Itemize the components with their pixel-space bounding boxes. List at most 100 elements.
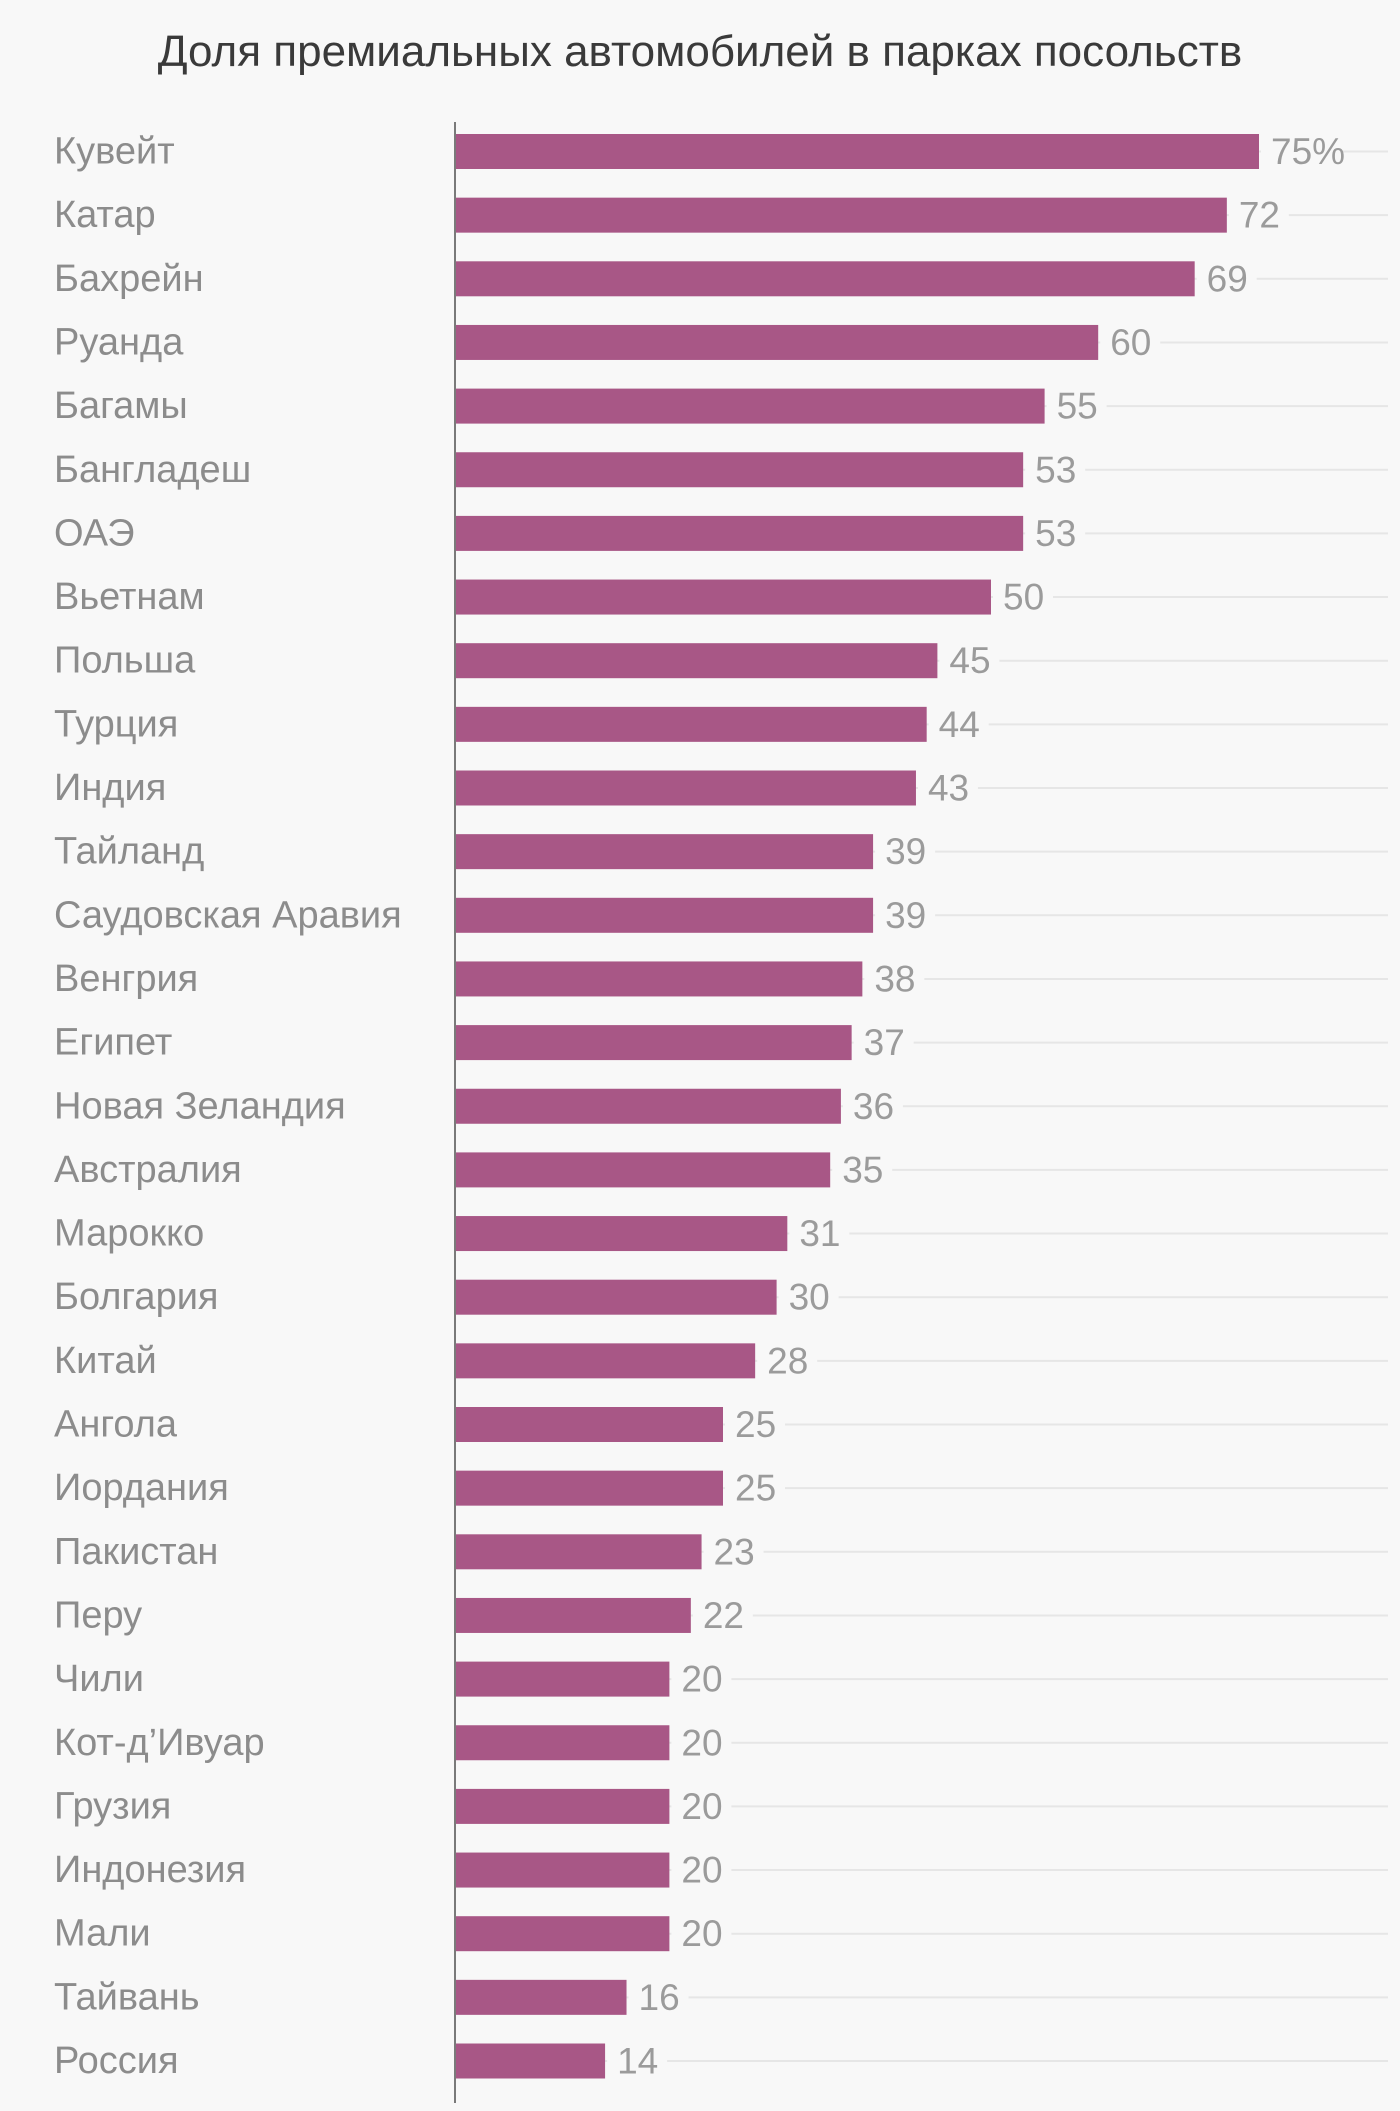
value-label: 38 <box>874 958 915 999</box>
chart-title: Доля премиальных автомобилей в парках по… <box>158 27 1243 76</box>
value-label: 50 <box>1003 577 1044 618</box>
value-label: 37 <box>864 1022 905 1063</box>
category-label: Турция <box>54 703 178 745</box>
value-label: 28 <box>767 1340 808 1381</box>
value-label: 75% <box>1271 131 1345 172</box>
value-label-background <box>671 1866 732 1875</box>
bar <box>455 1788 670 1824</box>
bar <box>455 1534 702 1570</box>
value-label: 69 <box>1207 258 1248 299</box>
value-label-background <box>1261 147 1342 156</box>
value-label-background <box>671 1929 732 1938</box>
value-label-background <box>832 1165 893 1174</box>
bar <box>455 1916 670 1952</box>
bar <box>455 388 1045 424</box>
category-label: Пакистан <box>54 1531 218 1573</box>
value-label-background <box>671 1675 732 1684</box>
category-label: Мали <box>54 1913 151 1955</box>
category-label: Перу <box>54 1594 142 1636</box>
bar <box>455 134 1259 169</box>
category-label: Руанда <box>54 321 184 363</box>
value-label: 25 <box>735 1404 776 1445</box>
category-label: Саудовская Аравия <box>54 894 402 936</box>
value-label-background <box>1228 211 1289 220</box>
value-label: 22 <box>703 1595 744 1636</box>
category-label: Марокко <box>54 1213 204 1255</box>
value-label: 53 <box>1035 449 1076 490</box>
value-label-background <box>757 1356 818 1365</box>
category-label: Кот-д’Ивуар <box>54 1722 265 1764</box>
bar <box>455 1470 723 1506</box>
value-label-background <box>692 1611 753 1620</box>
value-label-background <box>1046 402 1107 411</box>
bar <box>455 2043 606 2079</box>
value-label: 23 <box>714 1531 755 1572</box>
category-label: Багамы <box>54 385 188 427</box>
value-label-background <box>939 656 1000 665</box>
category-label: Кувейт <box>54 131 175 173</box>
bar <box>455 1279 777 1315</box>
value-label-background <box>778 1293 839 1302</box>
bar <box>455 834 874 870</box>
bar <box>455 1407 723 1442</box>
value-label: 31 <box>799 1213 840 1254</box>
value-label: 39 <box>885 831 926 872</box>
category-label: Грузия <box>54 1785 171 1827</box>
value-label-background <box>993 593 1053 602</box>
value-label-background <box>725 1420 785 1429</box>
bar <box>455 643 938 679</box>
value-label: 20 <box>681 1786 722 1827</box>
value-label-background <box>1196 274 1257 283</box>
value-label: 60 <box>1110 322 1151 363</box>
category-label: Индонезия <box>54 1849 246 1891</box>
value-label-background <box>842 1102 903 1111</box>
value-label-background <box>864 974 925 983</box>
category-label: Китай <box>54 1340 157 1382</box>
value-label-background <box>671 1802 732 1811</box>
bar <box>455 1661 670 1697</box>
bar <box>455 1216 788 1252</box>
value-label: 39 <box>885 895 926 936</box>
value-label-background <box>628 1993 689 2002</box>
bar <box>455 1152 831 1188</box>
value-label-background <box>875 847 936 856</box>
bar <box>455 1852 670 1888</box>
value-label: 16 <box>639 1977 680 2018</box>
value-label-background <box>853 1038 914 1047</box>
bar <box>455 897 874 933</box>
category-label: Бахрейн <box>54 258 204 300</box>
category-label: Вьетнам <box>54 576 205 618</box>
bar <box>455 324 1099 360</box>
bar <box>455 706 927 742</box>
value-label: 72 <box>1239 195 1280 236</box>
bar <box>455 1025 852 1061</box>
value-label: 20 <box>681 1913 722 1954</box>
category-label: Иордания <box>54 1467 229 1509</box>
category-label: Россия <box>54 2040 179 2082</box>
bar <box>455 1979 627 2015</box>
value-label: 43 <box>928 768 969 809</box>
category-label: Катар <box>54 194 156 236</box>
category-label: Австралия <box>54 1149 242 1191</box>
bar <box>455 579 991 615</box>
category-label: Польша <box>54 640 196 682</box>
value-label: 25 <box>735 1468 776 1509</box>
value-label-background <box>1100 338 1161 347</box>
value-label-background <box>607 2057 668 2065</box>
value-labels: 75%7269605553535045444339393837363531302… <box>607 131 1345 2082</box>
category-label: Бангладеш <box>54 449 251 491</box>
bar <box>455 1597 691 1633</box>
value-label-background <box>671 1738 732 1747</box>
category-label: Индия <box>54 767 166 809</box>
value-label-background <box>725 1484 785 1493</box>
bar <box>455 961 863 997</box>
category-label: Египет <box>54 1022 172 1064</box>
value-label-background <box>875 911 936 920</box>
value-label: 20 <box>681 1722 722 1763</box>
bar <box>455 1088 841 1124</box>
bar <box>455 197 1227 233</box>
category-label: Ангола <box>54 1404 178 1446</box>
category-label: Болгария <box>54 1276 219 1318</box>
value-label: 30 <box>789 1277 830 1318</box>
